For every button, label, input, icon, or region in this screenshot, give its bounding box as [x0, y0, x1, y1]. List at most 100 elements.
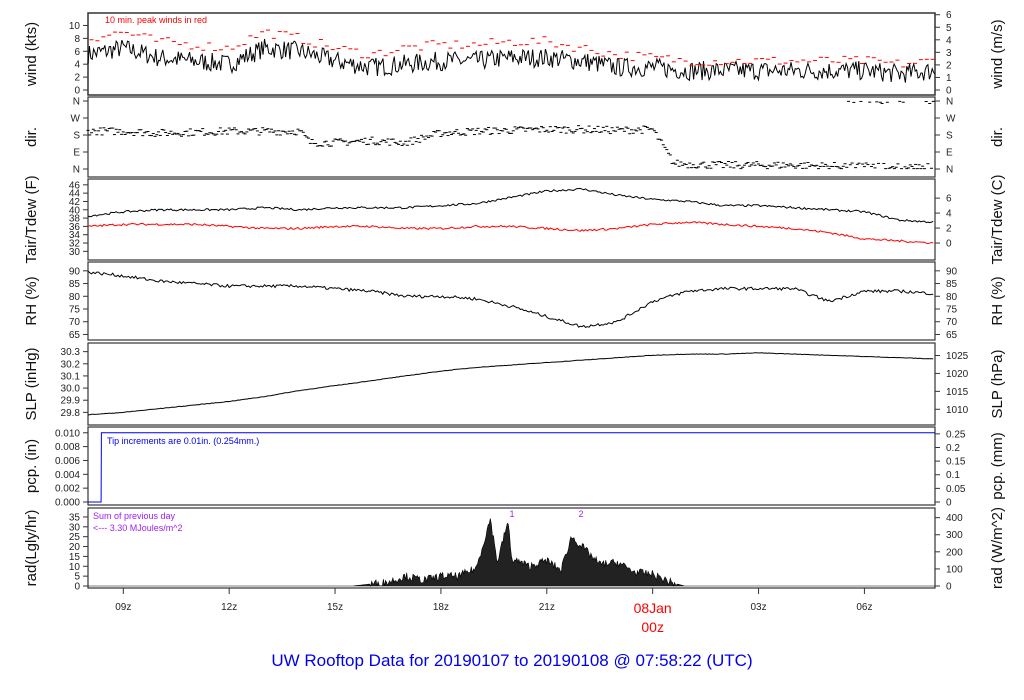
y-tick-label: 36	[69, 222, 81, 233]
y-tick-label-right: 90	[946, 266, 958, 277]
y-tick-label: 6	[74, 47, 80, 58]
y-tick-label-right: 1025	[946, 351, 969, 362]
y-tick-label-right: N	[946, 165, 953, 176]
y-tick-label: 85	[69, 279, 81, 290]
y-tick-label: 0.006	[55, 456, 80, 467]
y-tick-label-right: 4	[946, 209, 952, 220]
y-tick-label-right: W	[946, 114, 956, 125]
y-axis-label: rad(Lgly/hr)	[23, 510, 40, 587]
y-tick-label-right: 6	[946, 10, 952, 21]
panel-frame	[87, 12, 936, 96]
y-tick-label: 0	[74, 86, 80, 97]
peak-wind-annotation: 10 min. peak winds in red	[105, 15, 207, 25]
y-tick-label: 8	[74, 34, 80, 45]
y-tick-label-right: 0.15	[946, 457, 966, 468]
y-tick-label-right: 100	[946, 564, 963, 575]
y-tick-label: 25	[69, 532, 81, 543]
y-tick-label: 65	[69, 330, 81, 341]
y-tick-label-right: 75	[946, 305, 958, 316]
y-axis-label: pcp. (in)	[23, 439, 40, 493]
panel-pcp: 0.000 0.002 0.004 0.006 0.008 0.010 0 0.05 0.1 0.…	[23, 426, 1006, 509]
y-axis-label-right: dir.	[989, 127, 1006, 147]
rad-series-area	[88, 518, 935, 587]
y-tick-label-right: 300	[946, 530, 963, 541]
rad-peak-label: 1	[509, 509, 514, 519]
y-tick-label-right: 65	[946, 330, 958, 341]
y-tick-label: 30.1	[61, 371, 81, 382]
y-tick-label: 44	[69, 189, 81, 200]
y-tick-label: N	[73, 97, 80, 108]
y-tick-label-right: 1	[946, 73, 952, 84]
y-tick-label: 29.8	[61, 408, 81, 419]
y-tick-label: 30.2	[61, 359, 81, 370]
y-axis-label-right: pcp. (mm)	[989, 432, 1006, 500]
y-tick-label: 90	[69, 266, 81, 277]
wind-series-line	[87, 38, 936, 83]
y-tick-label-right: 70	[946, 317, 958, 328]
y-tick-label-right: 80	[946, 292, 958, 303]
y-tick-label: 34	[69, 230, 81, 241]
y-tick-label: 10	[69, 562, 81, 573]
date-label: 08Jan	[634, 600, 672, 616]
y-tick-label-right: 1010	[946, 405, 969, 416]
y-tick-label-right: 0.05	[946, 484, 966, 495]
x-tick-label: 15z	[327, 602, 343, 613]
panel-frame	[87, 507, 936, 589]
y-tick-label-right: 0.2	[946, 443, 960, 454]
y-tick-label: 4	[74, 60, 80, 71]
y-tick-label-right: 1020	[946, 369, 969, 380]
y-tick-label: W	[71, 114, 81, 125]
y-tick-label-right: 0	[946, 86, 952, 97]
y-axis-label-right: rad (W/m^2)	[989, 507, 1006, 589]
tdew-series-line	[87, 221, 934, 245]
x-tick-label: 03z	[750, 602, 766, 613]
y-axis-label-right: RH (%)	[989, 276, 1006, 325]
y-tick-label-right: 0	[946, 498, 952, 509]
y-tick-label: 70	[69, 317, 81, 328]
panel-frame	[87, 342, 936, 426]
y-tick-label: 0	[74, 582, 80, 593]
y-tick-label: 0.000	[55, 498, 80, 509]
y-axis-label: SLP (inHg)	[23, 347, 40, 420]
y-tick-label: 0.004	[55, 470, 80, 481]
y-axis-label: Tair/Tdew (F)	[23, 175, 40, 263]
y-axis-label: dir.	[23, 127, 40, 147]
panel-frame	[87, 261, 936, 341]
y-tick-label-right: 2	[946, 60, 952, 71]
y-tick-label: N	[73, 165, 80, 176]
y-tick-label: 42	[69, 197, 81, 208]
y-tick-label: S	[73, 131, 80, 142]
y-axis-label: wind (kts)	[23, 22, 40, 87]
y-tick-label: 40	[69, 205, 81, 216]
y-tick-label-right: 0.1	[946, 470, 960, 481]
rad-peak-label: 2	[578, 509, 583, 519]
y-tick-label: 2	[74, 73, 80, 84]
chart-title: UW Rooftop Data for 20190107 to 20190108…	[271, 651, 752, 670]
y-tick-label-right: 1015	[946, 387, 969, 398]
y-tick-label: 46	[69, 180, 81, 191]
sum-note-line1: Sum of previous day	[93, 511, 176, 521]
y-tick-label: 30	[69, 247, 81, 258]
tair-series-line	[87, 187, 934, 224]
x-tick-label: 18z	[433, 602, 449, 613]
y-tick-label: 30	[69, 522, 81, 533]
y-tick-label: 30.3	[61, 347, 81, 358]
y-tick-label: 0.008	[55, 442, 80, 453]
y-tick-label-right: S	[946, 131, 953, 142]
y-tick-label: 35	[69, 512, 81, 523]
panel-frame	[87, 178, 936, 261]
y-tick-label: 20	[69, 542, 81, 553]
y-tick-label: 0.002	[55, 484, 80, 495]
y-tick-label: 0.010	[55, 428, 80, 439]
x-tick-label: 12z	[221, 602, 237, 613]
x-axis: 09z 12z 15z 18z 21z 03z 06z 08Jan 00z	[115, 588, 872, 635]
y-tick-label: 15	[69, 552, 81, 563]
y-axis-label-right: wind (m/s)	[989, 19, 1006, 89]
y-tick-label-right: 0	[946, 582, 952, 593]
y-tick-label: 29.9	[61, 396, 81, 407]
